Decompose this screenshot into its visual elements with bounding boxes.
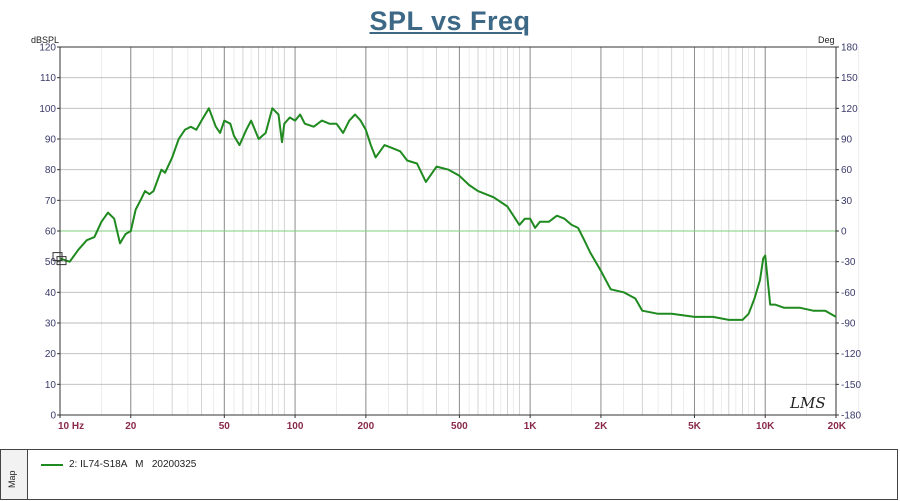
legend-entry-label: 2: IL74-S18A M 20200325 [69,459,197,470]
legend-swatch [41,463,63,466]
y-tick-label-left: 60 [45,227,57,238]
y-tick-label-right: -150 [841,380,861,391]
x-tick-label: 5K [688,421,702,432]
y-tick-label-right: -60 [841,288,856,299]
cursor-marker[interactable] [52,252,67,266]
map-tab-label: Map [7,470,17,488]
x-tick-label: 1K [524,421,538,432]
x-tick-label: 2K [595,421,609,432]
y-tick-label-right: 180 [841,43,858,54]
x-axis: 10 Hz 20 50 100 200 500 1K 2K 5K 10K 20K [58,415,847,432]
legend-entry[interactable]: 2: IL74-S18A M 20200325 [41,459,196,470]
y-tick-label-right: 120 [841,104,858,115]
y-tick-label-right: 90 [841,135,853,146]
x-tick-label: 10K [756,421,775,432]
chart-title: SPL vs Freq [369,6,531,36]
y-axis-right: -180 -150 -120 -90 -60 -30 0 30 60 90 120 150 180 [836,43,861,422]
x-tick-label: 10 Hz [58,421,84,432]
y-tick-label-left: 20 [45,349,57,360]
x-tick-label: 20K [828,421,847,432]
y-axis-left-label: dBSPL [31,35,59,45]
y-tick-label-right: -180 [841,411,861,422]
y-tick-label-left: 100 [39,104,56,115]
y-tick-label-left: 50 [45,257,57,268]
y-tick-label-left: 30 [45,319,57,330]
x-tick-label: 500 [451,421,468,432]
x-tick-label: 100 [287,421,304,432]
y-tick-label-left: 90 [45,135,57,146]
y-tick-label-left: 110 [40,73,56,84]
y-tick-label-left: 0 [50,411,56,422]
map-tab[interactable]: Map [1,450,28,499]
y-tick-label-right: 0 [841,227,847,238]
y-tick-label-right: 150 [841,73,858,84]
lms-logo-annotation: LMS [789,394,826,412]
y-axis-left: 0 10 20 30 40 50 60 70 80 90 100 110 120 [39,43,60,422]
y-tick-label-left: 10 [45,380,57,391]
series-line-IL74-S18A [59,107,837,321]
x-tick-label: 50 [219,421,231,432]
y-tick-label-right: 30 [841,196,853,207]
legend-panel: Map 2: IL74-S18A M 20200325 [0,449,898,500]
x-tick-label: 20 [125,421,137,432]
y-tick-label-right: -30 [841,257,856,268]
y-axis-right-label: Deg [818,35,835,45]
y-tick-label-left: 40 [45,288,57,299]
y-tick-label-right: 60 [841,165,853,176]
y-tick-label-left: 120 [39,43,56,54]
y-tick-label-left: 70 [45,196,57,207]
y-tick-label-right: -120 [841,349,861,360]
y-tick-label-right: -90 [841,319,856,330]
y-tick-label-left: 80 [45,165,57,176]
x-tick-label: 200 [357,421,374,432]
